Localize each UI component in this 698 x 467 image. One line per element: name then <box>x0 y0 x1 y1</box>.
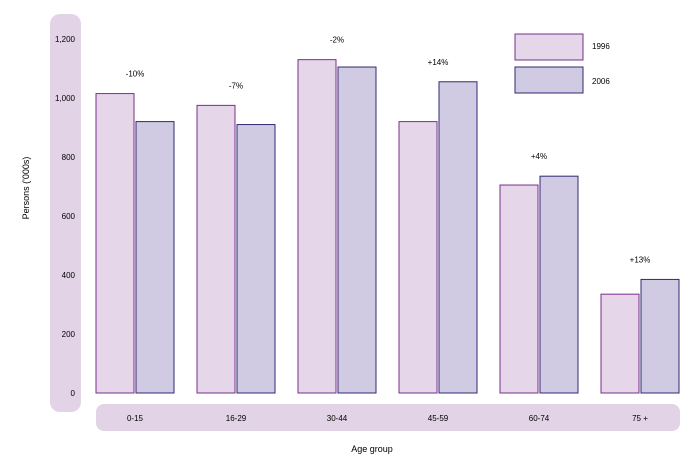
category-label: 0-15 <box>127 414 144 423</box>
bar-1996-0-15 <box>95 93 135 394</box>
y-tick-label: 400 <box>62 271 76 280</box>
change-annotation: +14% <box>428 58 449 67</box>
y-tick-label: 1,000 <box>55 94 76 103</box>
x-axis-band <box>96 404 680 431</box>
category-label: 16-29 <box>226 414 247 423</box>
bars <box>95 59 680 394</box>
category-labels: 0-15 16-29 30-44 45-59 60-74 75 + <box>127 414 648 423</box>
y-tick-label: 600 <box>62 212 76 221</box>
y-tick-label: 200 <box>62 330 76 339</box>
bar-1996-16-29 <box>196 104 236 394</box>
legend-label-2006: 2006 <box>592 77 610 86</box>
category-label: 30-44 <box>327 414 348 423</box>
bar-2006-45-59 <box>438 81 478 394</box>
x-axis-title: Age group <box>351 444 393 454</box>
bar-2006-30-44 <box>337 66 377 394</box>
bar-1996-30-44 <box>297 59 337 394</box>
bar-1996-60-74 <box>499 184 539 394</box>
y-axis-band <box>50 14 81 412</box>
legend-swatch-2006 <box>514 66 584 94</box>
bar-1996-75+ <box>600 293 640 394</box>
change-annotation: +13% <box>630 255 651 264</box>
change-annotation: -10% <box>126 70 145 79</box>
bar-2006-60-74 <box>539 175 579 394</box>
change-annotation: +4% <box>531 152 547 161</box>
change-annotations: -10% -7% -2% +14% +4% +13% <box>126 36 651 265</box>
change-annotation: -7% <box>229 81 243 90</box>
category-label: 75 + <box>632 414 648 423</box>
change-annotation: -2% <box>330 36 344 45</box>
y-tick-label: 800 <box>62 153 76 162</box>
y-tick-label: 1,200 <box>55 35 76 44</box>
bar-2006-0-15 <box>135 121 175 394</box>
category-label: 45-59 <box>428 414 449 423</box>
y-tick-label: 0 <box>71 389 76 398</box>
bar-2006-16-29 <box>236 124 276 394</box>
bar-2006-75+ <box>640 278 680 394</box>
legend-swatch-1996 <box>514 33 584 61</box>
legend-label-1996: 1996 <box>592 42 610 51</box>
y-axis-title: Persons ('000s) <box>21 157 31 220</box>
category-label: 60-74 <box>529 414 550 423</box>
legend: 1996 2006 <box>514 33 610 94</box>
bar-1996-45-59 <box>398 121 438 394</box>
y-tick-labels: 0 200 400 600 800 1,000 1,200 <box>55 35 76 398</box>
